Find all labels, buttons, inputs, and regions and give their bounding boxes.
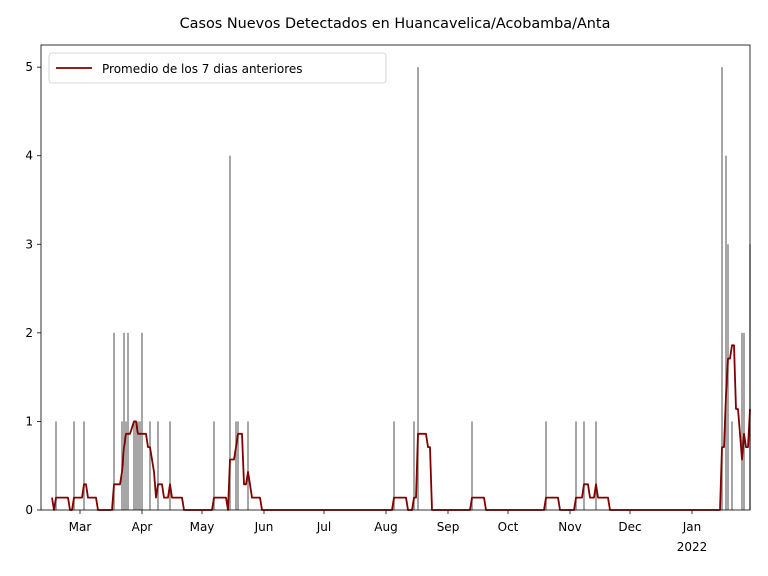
bar [741, 332, 743, 510]
bar [725, 155, 727, 510]
bar [113, 332, 115, 510]
bar [139, 421, 141, 510]
bar [575, 421, 577, 510]
x-tick-label: Aug [374, 520, 397, 534]
bar [149, 421, 151, 510]
x-tick-label: Jun [254, 520, 274, 534]
x-tick-label: Jan 2022 [677, 520, 708, 554]
legend-label: Promedio de los 7 dias anteriores [102, 62, 303, 76]
x-tick-label: Oct [498, 520, 519, 534]
bar [413, 421, 415, 510]
x-tick-label: Nov [558, 520, 581, 534]
bar [83, 421, 85, 510]
bar [545, 421, 547, 510]
bar [417, 67, 419, 511]
bar [133, 421, 135, 510]
bar [141, 332, 143, 510]
legend-box [48, 52, 387, 84]
x-tick-label: Jul [316, 520, 331, 534]
chart-title: Casos Nuevos Detectados en Huancavelica/… [180, 16, 611, 32]
bar [73, 421, 75, 510]
bar [157, 421, 159, 510]
bar [213, 421, 215, 510]
legend: Promedio de los 7 dias anteriores [48, 52, 387, 84]
x-tick-label: Apr [132, 520, 153, 534]
y-tick-label: 0 [25, 503, 33, 517]
bar [595, 421, 597, 510]
y-tick-label: 3 [25, 237, 33, 251]
bar [393, 421, 395, 510]
bar [55, 421, 57, 510]
bar [731, 421, 733, 510]
bar [583, 421, 585, 510]
y-tick-label: 5 [25, 60, 33, 74]
bar [125, 421, 127, 510]
average-line [51, 344, 751, 511]
bar [471, 421, 473, 510]
plot-frame [40, 44, 751, 511]
y-tick-label: 2 [25, 326, 33, 340]
bar [235, 421, 237, 510]
y-tick-label: 1 [25, 414, 33, 428]
x-tick-label: Mar [69, 520, 92, 534]
x-tick-label: Dec [618, 520, 641, 534]
bar [135, 421, 137, 510]
y-tick-label: 4 [25, 149, 33, 163]
bar [727, 244, 729, 511]
bar [137, 421, 139, 510]
bar [247, 421, 249, 510]
bar [169, 421, 171, 510]
x-tick-label: May [190, 520, 215, 534]
bar [229, 155, 231, 510]
bar [123, 332, 125, 510]
bar [237, 421, 239, 510]
bar [127, 332, 129, 510]
x-tick-label: Sep [437, 520, 460, 534]
bar [721, 67, 723, 511]
bar [743, 332, 745, 510]
